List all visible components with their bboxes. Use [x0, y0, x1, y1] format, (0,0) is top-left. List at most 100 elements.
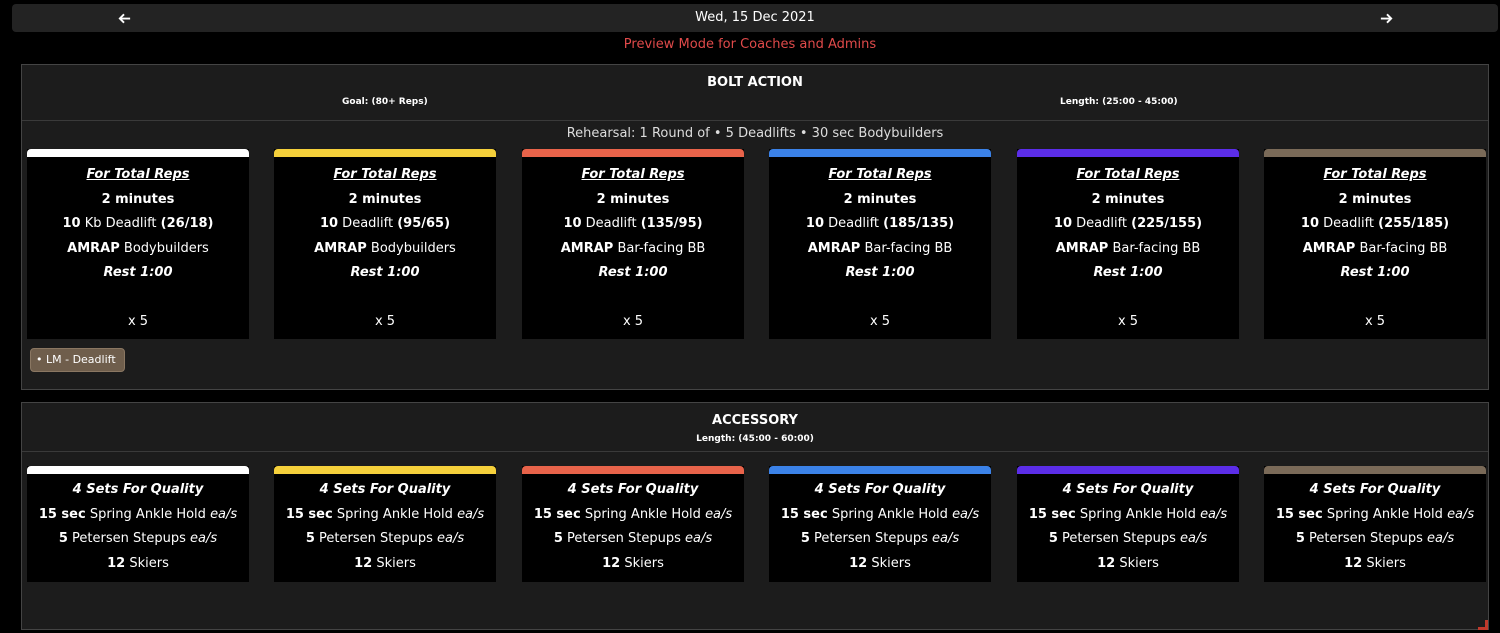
- arrow-right-icon: [1380, 13, 1393, 23]
- rep-count: 10: [1053, 216, 1072, 231]
- track-color-bar: [27, 149, 249, 157]
- round-count: x 5: [1117, 314, 1139, 329]
- exercise-name: Petersen Stepups: [67, 531, 190, 546]
- exercise-name: Deadlift: [1319, 216, 1379, 231]
- next-day-button[interactable]: [1366, 4, 1406, 32]
- card-heading: 4 Sets For Quality: [72, 482, 204, 497]
- each-side-label: ea/s: [457, 506, 485, 522]
- exercise-name: Spring Ankle Hold: [1075, 506, 1201, 522]
- rep-count: 5: [800, 531, 810, 546]
- exercise-name: Deadlift: [824, 216, 884, 231]
- rep-count: 15 sec: [1028, 506, 1076, 522]
- rep-count: 15 sec: [533, 506, 581, 522]
- exercise-name: Skiers: [1115, 555, 1159, 571]
- accessory-card: 4 Sets For Quality 15 sec Spring Ankle H…: [522, 466, 744, 582]
- rep-count: 5: [58, 531, 68, 546]
- each-side-label: ea/s: [705, 506, 733, 522]
- round-count: x 5: [1364, 314, 1386, 329]
- card-heading: 4 Sets For Quality: [567, 482, 699, 497]
- section-title: BOLT ACTION: [707, 75, 803, 90]
- exercise-name: Petersen Stepups: [562, 531, 685, 546]
- rest-label: Rest 1:00: [103, 265, 173, 280]
- workout-card: For Total Reps 2 minutes 10 Deadlift (22…: [1017, 149, 1239, 339]
- rep-count: 12: [1344, 555, 1363, 571]
- rep-count: 12: [354, 555, 373, 571]
- track-color-bar: [274, 466, 496, 474]
- track-color-bar: [522, 149, 744, 157]
- each-side-label: ea/s: [952, 506, 980, 522]
- exercise-name: Petersen Stepups: [809, 531, 932, 546]
- current-date: Wed, 15 Dec 2021: [695, 10, 815, 25]
- duration: 2 minutes: [843, 191, 917, 207]
- card-heading: 4 Sets For Quality: [1309, 482, 1441, 497]
- duration: 2 minutes: [596, 191, 670, 207]
- exercise-name: Bar-facing BB: [613, 240, 706, 256]
- date-navigation-bar: Wed, 15 Dec 2021: [12, 4, 1498, 32]
- bolt-action-section: BOLT ACTION Goal: (80+ Reps) Length: (25…: [21, 64, 1489, 390]
- duration: 2 minutes: [1338, 191, 1412, 207]
- exercise-name: Spring Ankle Hold: [827, 506, 953, 522]
- round-count: x 5: [869, 314, 891, 329]
- length-label: Length: (25:00 - 45:00): [1060, 97, 1178, 107]
- track-color-bar: [1264, 149, 1486, 157]
- accessory-card: 4 Sets For Quality 15 sec Spring Ankle H…: [769, 466, 991, 582]
- exercise-name: Bar-facing BB: [1355, 240, 1448, 256]
- each-side-label: ea/s: [1200, 506, 1228, 522]
- exercise-name: Deadlift: [1072, 216, 1132, 231]
- card-heading: 4 Sets For Quality: [319, 482, 451, 497]
- exercise-name: Bodybuilders: [366, 240, 456, 256]
- card-heading: 4 Sets For Quality: [814, 482, 946, 497]
- workout-card: For Total Reps 2 minutes 10 Deadlift (18…: [769, 149, 991, 339]
- exercise-name: Spring Ankle Hold: [580, 506, 706, 522]
- card-heading: 4 Sets For Quality: [1062, 482, 1194, 497]
- round-count: x 5: [374, 314, 396, 329]
- each-side-label: ea/s: [1180, 531, 1208, 546]
- each-side-label: ea/s: [685, 531, 713, 546]
- section-title: ACCESSORY: [712, 413, 798, 428]
- weight: (135/95): [640, 216, 703, 231]
- duration: 2 minutes: [101, 191, 175, 207]
- rep-count: 15 sec: [38, 506, 86, 522]
- workout-card: For Total Reps 2 minutes 10 Deadlift (25…: [1264, 149, 1486, 339]
- rep-count: 5: [1295, 531, 1305, 546]
- accessory-card: 4 Sets For Quality 15 sec Spring Ankle H…: [27, 466, 249, 582]
- exercise-name: Bar-facing BB: [860, 240, 953, 256]
- card-heading: For Total Reps: [333, 167, 437, 182]
- rep-count: 15 sec: [285, 506, 333, 522]
- rep-count: 12: [1097, 555, 1116, 571]
- exercise-name: Spring Ankle Hold: [85, 506, 211, 522]
- rest-label: Rest 1:00: [845, 265, 915, 280]
- amrap-label: AMRAP: [560, 240, 614, 256]
- exercise-name: Bodybuilders: [119, 240, 209, 256]
- round-count: x 5: [622, 314, 644, 329]
- accessory-card: 4 Sets For Quality 15 sec Spring Ankle H…: [1017, 466, 1239, 582]
- each-side-label: ea/s: [1427, 531, 1455, 546]
- length-label: Length: (45:00 - 60:00): [696, 434, 814, 444]
- exercise-name: Deadlift: [581, 216, 641, 231]
- weight: (225/155): [1131, 216, 1203, 231]
- amrap-label: AMRAP: [1302, 240, 1356, 256]
- preview-mode-notice: Preview Mode for Coaches and Admins: [623, 37, 877, 52]
- weight: (255/185): [1378, 216, 1450, 231]
- rep-count: 10: [1300, 216, 1319, 231]
- amrap-label: AMRAP: [807, 240, 861, 256]
- accessory-section: ACCESSORY Length: (45:00 - 60:00) 4 Sets…: [21, 402, 1489, 630]
- section-header: BOLT ACTION Goal: (80+ Reps) Length: (25…: [22, 65, 1488, 121]
- each-side-label: ea/s: [437, 531, 465, 546]
- lm-deadlift-tag[interactable]: • LM - Deadlift: [30, 348, 125, 372]
- each-side-label: ea/s: [932, 531, 960, 546]
- track-color-bar: [1017, 466, 1239, 474]
- track-color-bar: [522, 466, 744, 474]
- track-color-bar: [1017, 149, 1239, 157]
- previous-day-button[interactable]: [104, 4, 144, 32]
- amrap-label: AMRAP: [314, 240, 367, 256]
- rest-label: Rest 1:00: [1340, 265, 1410, 280]
- exercise-name: Skiers: [1362, 555, 1406, 571]
- card-heading: For Total Reps: [86, 167, 190, 182]
- card-heading: For Total Reps: [1323, 167, 1427, 182]
- rest-label: Rest 1:00: [598, 265, 668, 280]
- duration: 2 minutes: [1091, 191, 1165, 207]
- weight: (95/65): [397, 216, 451, 231]
- resize-handle[interactable]: [1478, 620, 1488, 630]
- rep-count: 15 sec: [780, 506, 828, 522]
